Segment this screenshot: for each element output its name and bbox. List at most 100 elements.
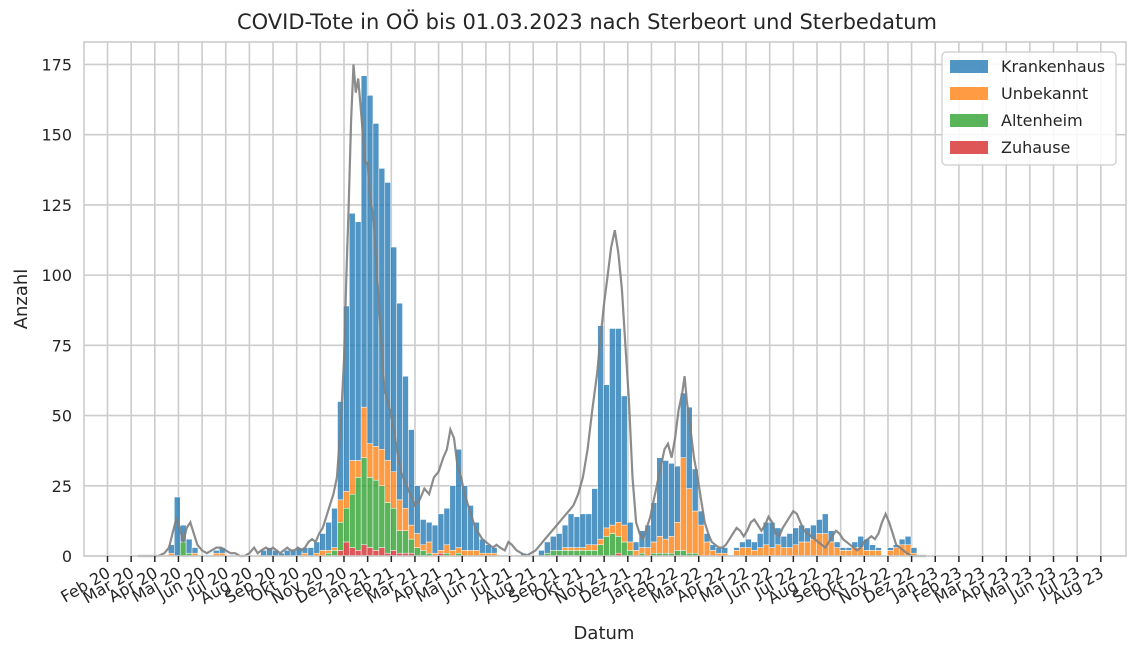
bar-krankenhaus	[887, 547, 894, 551]
bar-krankenhaus	[898, 538, 906, 546]
bar-unbekannt	[443, 544, 451, 554]
bar-unbekannt	[893, 547, 900, 557]
bar-zuhause	[349, 547, 356, 557]
bar-krankenhaus	[414, 485, 421, 534]
bar-krankenhaus	[490, 547, 498, 554]
y-axis: 0 25 50 75 100 125 150 175	[41, 55, 72, 566]
bar-krankenhaus	[751, 541, 758, 551]
bar-krankenhaus	[792, 527, 799, 546]
bar-altenheim	[420, 550, 427, 557]
bar-unbekannt	[863, 550, 870, 557]
bar-unbekannt	[656, 536, 663, 554]
bar-krankenhaus	[816, 519, 823, 534]
legend-label-zuhause: Zuhause	[1001, 138, 1070, 157]
bar-altenheim	[354, 477, 362, 551]
bar-unbekannt	[603, 527, 610, 537]
bar-unbekannt	[733, 550, 740, 557]
y-tick-label: 125	[41, 196, 72, 215]
bar-unbekannt	[567, 547, 575, 551]
bar-krankenhaus	[331, 508, 338, 548]
bar-krankenhaus	[621, 395, 628, 526]
legend-label-altenheim: Altenheim	[1001, 111, 1083, 130]
bar-unbekannt	[378, 449, 386, 487]
bar-unbekannt	[774, 544, 782, 557]
bar-krankenhaus	[213, 550, 220, 554]
bar-unbekannt	[626, 541, 634, 551]
bar-unbekannt	[408, 524, 415, 540]
bar-krankenhaus	[579, 513, 587, 548]
bar-unbekannt	[780, 547, 788, 557]
bar-krankenhaus	[185, 538, 193, 554]
bar-unbekannt	[662, 538, 669, 554]
bar-krankenhaus	[307, 547, 315, 557]
bar-altenheim	[396, 530, 403, 554]
bar-krankenhaus	[603, 384, 610, 529]
bar-krankenhaus	[739, 541, 746, 548]
bar-krankenhaus	[869, 544, 876, 551]
bar-unbekannt	[573, 547, 581, 551]
bar-unbekannt	[869, 550, 876, 557]
bar-unbekannt	[798, 541, 805, 557]
plot-border	[83, 41, 1127, 557]
bar-unbekannt	[449, 550, 456, 557]
legend-swatch-unbekannt	[950, 87, 988, 100]
bar-krankenhaus	[284, 550, 291, 557]
bar-unbekannt	[703, 541, 711, 557]
legend-swatch-zuhause	[950, 141, 988, 154]
bar-krankenhaus	[408, 429, 415, 526]
bar-krankenhaus	[420, 519, 427, 546]
bar-altenheim	[360, 457, 368, 546]
bar-unbekannt	[632, 550, 640, 557]
bar-krankenhaus	[632, 541, 640, 551]
bar-unbekannt	[827, 541, 835, 557]
bar-krankenhaus	[349, 213, 356, 461]
bar-unbekannt	[396, 499, 403, 531]
bar-unbekannt	[360, 406, 368, 458]
bar-unbekannt	[757, 547, 764, 557]
bar-unbekannt	[615, 522, 622, 537]
x-axis-label: Datum	[574, 623, 635, 644]
bar-krankenhaus	[680, 392, 687, 458]
bar-krankenhaus	[313, 541, 321, 554]
bar-unbekannt	[751, 550, 758, 557]
bar-altenheim	[331, 550, 338, 557]
bar-krankenhaus	[733, 547, 740, 551]
bar-krankenhaus	[786, 533, 794, 548]
bar-altenheim	[573, 550, 581, 557]
bar-krankenhaus	[822, 513, 829, 534]
bar-krankenhaus	[875, 547, 882, 551]
bar-altenheim	[349, 493, 356, 548]
bar-krankenhaus	[757, 533, 764, 548]
bar-unbekannt	[839, 550, 847, 557]
bar-unbekannt	[354, 460, 362, 478]
bar-altenheim	[585, 550, 592, 557]
bar-altenheim	[556, 550, 563, 557]
bar-krankenhaus	[191, 547, 199, 554]
y-tick-label: 0	[62, 547, 72, 566]
bar-unbekannt	[792, 544, 799, 557]
bar-altenheim	[337, 522, 344, 551]
bar-unbekannt	[561, 547, 569, 551]
bar-unbekannt	[325, 550, 332, 554]
bar-zuhause	[372, 550, 380, 557]
bar-unbekannt	[331, 547, 338, 551]
bar-krankenhaus	[745, 538, 752, 548]
legend-swatch-krankenhaus	[950, 60, 988, 73]
bar-unbekannt	[473, 550, 480, 557]
bar-unbekannt	[650, 541, 658, 554]
bar-zuhause	[390, 550, 397, 557]
bar-altenheim	[561, 550, 569, 557]
bar-unbekannt	[621, 524, 628, 543]
axes-frame	[83, 41, 1127, 557]
y-tick-label: 100	[41, 266, 72, 285]
bar-krankenhaus	[626, 522, 634, 543]
bar-unbekannt	[745, 547, 752, 557]
bar-unbekannt	[390, 471, 397, 509]
y-tick-label: 25	[52, 477, 72, 496]
bar-altenheim	[378, 485, 386, 548]
bar-krankenhaus	[591, 488, 598, 546]
bar-unbekannt	[804, 541, 811, 557]
bar-unbekannt	[467, 550, 474, 557]
bar-krankenhaus	[366, 95, 374, 444]
bar-unbekannt	[609, 524, 616, 534]
